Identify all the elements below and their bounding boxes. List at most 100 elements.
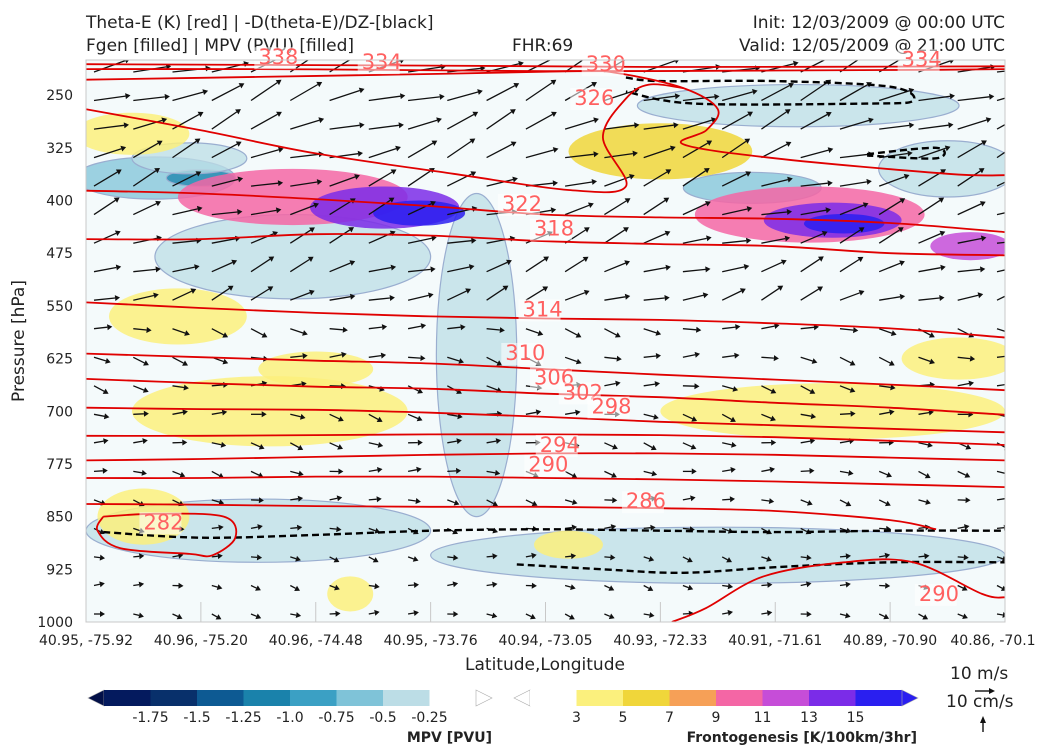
- wind-vector-head: [694, 383, 700, 390]
- y-tick-label: 775: [46, 457, 73, 473]
- wind-vector-head: [430, 266, 436, 273]
- wind-vector-head: [899, 260, 905, 266]
- wind-vector-head: [542, 286, 549, 292]
- wind-vector-head: [784, 235, 791, 242]
- wind-vector-head: [968, 380, 974, 387]
- wind-vector: [525, 149, 554, 159]
- wind-vector-head: [107, 324, 113, 331]
- wind-vector-head: [102, 467, 108, 474]
- wind-vector-head: [415, 498, 421, 504]
- wind-vector-head: [938, 197, 945, 203]
- wind-vector-head: [849, 360, 856, 366]
- wind-vector: [133, 555, 140, 558]
- wind-vector: [918, 499, 927, 503]
- wind-vector-head: [123, 122, 129, 129]
- wind-vector: [290, 498, 299, 501]
- wind-vector-head: [395, 145, 401, 152]
- wind-vector-head: [591, 82, 597, 88]
- forecast-hour: FHR:69: [512, 36, 574, 56]
- wind-vector: [682, 237, 707, 244]
- wind-vector: [564, 258, 585, 273]
- wind-vector-head: [570, 553, 577, 560]
- wind-vector-head: [196, 205, 203, 212]
- wind-vector: [93, 171, 118, 187]
- wind-vector-head: [390, 169, 397, 175]
- wind-vector: [211, 584, 218, 588]
- wind-vector: [800, 149, 829, 159]
- wind-vector: [133, 203, 157, 216]
- wind-vector-layer: [93, 52, 1026, 620]
- wind-vector: [290, 470, 300, 475]
- wind-vector-head: [222, 332, 229, 338]
- wind-vector-head: [979, 201, 986, 207]
- wind-vector: [486, 583, 493, 587]
- wind-vector: [486, 555, 493, 558]
- wind-vector-head: [398, 122, 404, 129]
- wind-vector: [564, 411, 576, 415]
- wind-vector: [447, 440, 458, 444]
- x-tick-label: 40.93, -72.33: [613, 633, 707, 649]
- wind-vector-head: [338, 468, 344, 475]
- wind-vector: [839, 229, 861, 244]
- wind-vector-head: [612, 444, 618, 450]
- wind-vector-head: [571, 524, 577, 531]
- wind-vector-head: [884, 552, 891, 559]
- wind-vector-head: [985, 117, 992, 123]
- wind-vector-head: [788, 82, 794, 89]
- wind-vector-head: [155, 200, 161, 207]
- wind-vector-head: [1019, 264, 1025, 270]
- x-tick-label: 40.94, -73.05: [498, 633, 592, 649]
- wind-vector-head: [184, 330, 190, 336]
- wind-vector: [761, 325, 775, 330]
- wind-vector-head: [307, 256, 314, 262]
- wind-vector: [722, 91, 753, 102]
- wind-vector-head: [624, 198, 631, 204]
- wind-vector-head: [806, 554, 812, 561]
- wind-vector-head: [734, 352, 740, 359]
- wind-vector-head: [949, 60, 955, 64]
- wind-vector: [564, 584, 572, 588]
- wind-vector-head: [530, 613, 536, 620]
- wind-vector: [800, 82, 828, 102]
- wind-vector: [643, 556, 650, 560]
- colorbar-swatch: [383, 690, 430, 706]
- wind-vector-head: [735, 324, 741, 330]
- wind-vector: [761, 385, 773, 392]
- theta-e-contour-298: [86, 433, 1005, 446]
- wind-vector: [368, 124, 399, 130]
- theta-e-label-bg: [621, 491, 664, 514]
- wind-vector-head: [1020, 171, 1026, 176]
- wind-vector-head: [413, 610, 419, 616]
- stability-contour: [866, 146, 946, 160]
- wind-vector: [329, 328, 343, 331]
- wind-vector: [722, 469, 732, 473]
- wind-vector-head: [624, 260, 630, 266]
- wind-vector-head: [295, 612, 302, 618]
- wind-vector-head: [648, 556, 655, 562]
- wind-vector-head: [853, 327, 859, 334]
- wind-vector: [643, 232, 667, 244]
- wind-vector-head: [610, 554, 616, 561]
- colorbar-end-arrow: [475, 689, 493, 707]
- wind-vector: [525, 613, 532, 618]
- frontogenesis-region: [901, 337, 1005, 380]
- colorbar-tick-label: -1.0: [276, 710, 303, 726]
- wind-vector-head: [512, 176, 518, 183]
- wind-vector-head: [632, 52, 638, 57]
- wind-vector: [564, 613, 571, 618]
- wind-vector: [604, 328, 617, 336]
- wind-vector: [564, 328, 578, 336]
- wind-vector: [604, 296, 626, 301]
- wind-vector: [290, 527, 298, 530]
- wind-vector: [407, 556, 415, 560]
- wind-vector-head: [470, 171, 477, 177]
- wind-vector-head: [99, 581, 105, 588]
- wind-vector-head: [218, 499, 225, 505]
- wind-vector: [447, 356, 460, 362]
- wind-vector: [329, 413, 340, 420]
- wind-vector-head: [766, 556, 772, 562]
- wind-vector: [643, 413, 655, 418]
- wind-vector: [172, 356, 184, 364]
- wind-vector: [721, 140, 747, 159]
- wind-vector-head: [376, 416, 383, 422]
